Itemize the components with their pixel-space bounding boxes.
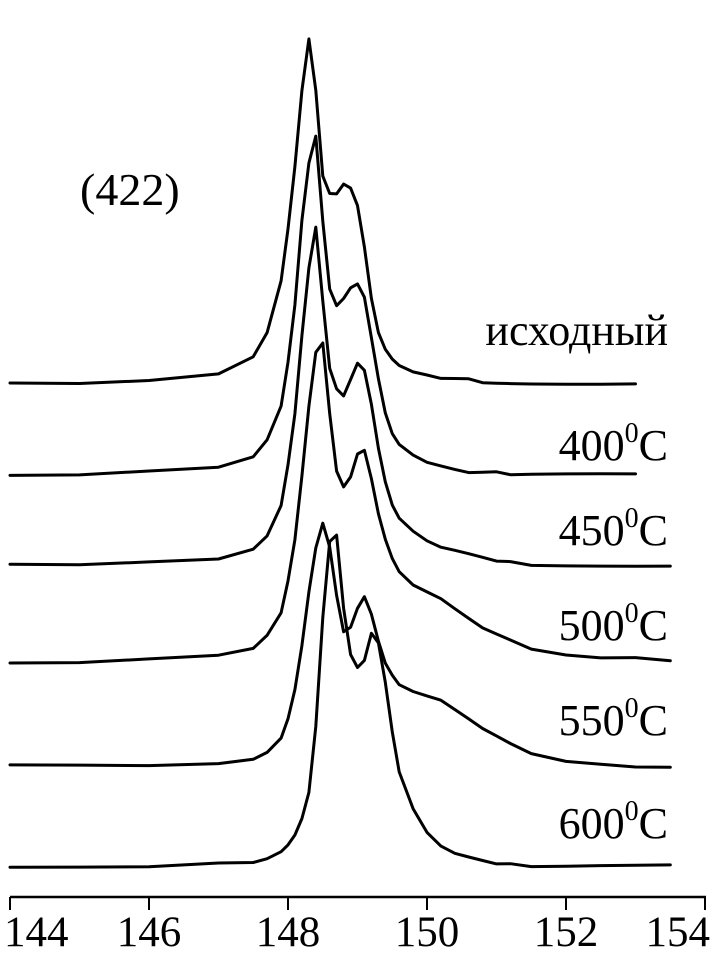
series-curves [8,37,672,869]
series-label-5: 6000C [559,796,668,848]
x-tick-label-150: 150 [395,909,460,953]
series-curve-0 [8,37,637,386]
series-labels: исходный 4000C 4500C 5000C 5500C 6000C [485,306,668,848]
series-curve-5 [8,533,672,869]
x-tick-label-152: 152 [534,909,599,953]
x-tick-label-146: 146 [117,909,182,953]
series-label-0: исходный [485,306,668,355]
series-label-2: 4500C [559,503,668,555]
peak-annotation: (422) [80,164,180,215]
series-curve-2 [8,225,672,568]
series-label-4: 5500C [559,693,668,745]
x-axis: 144 146 148 150 152 154 [4,895,710,953]
x-tick-label-154: 154 [646,909,711,953]
series-curve-3 [8,341,672,665]
x-tick-label-144: 144 [4,909,69,953]
series-label-1: 4000C [559,418,668,470]
x-axis-ticks: 144 146 148 150 152 154 [4,897,710,953]
series-curve-4 [8,521,672,769]
series-curve-1 [8,134,637,477]
series-label-3: 5000C [559,598,668,650]
x-tick-label-148: 148 [256,909,321,953]
